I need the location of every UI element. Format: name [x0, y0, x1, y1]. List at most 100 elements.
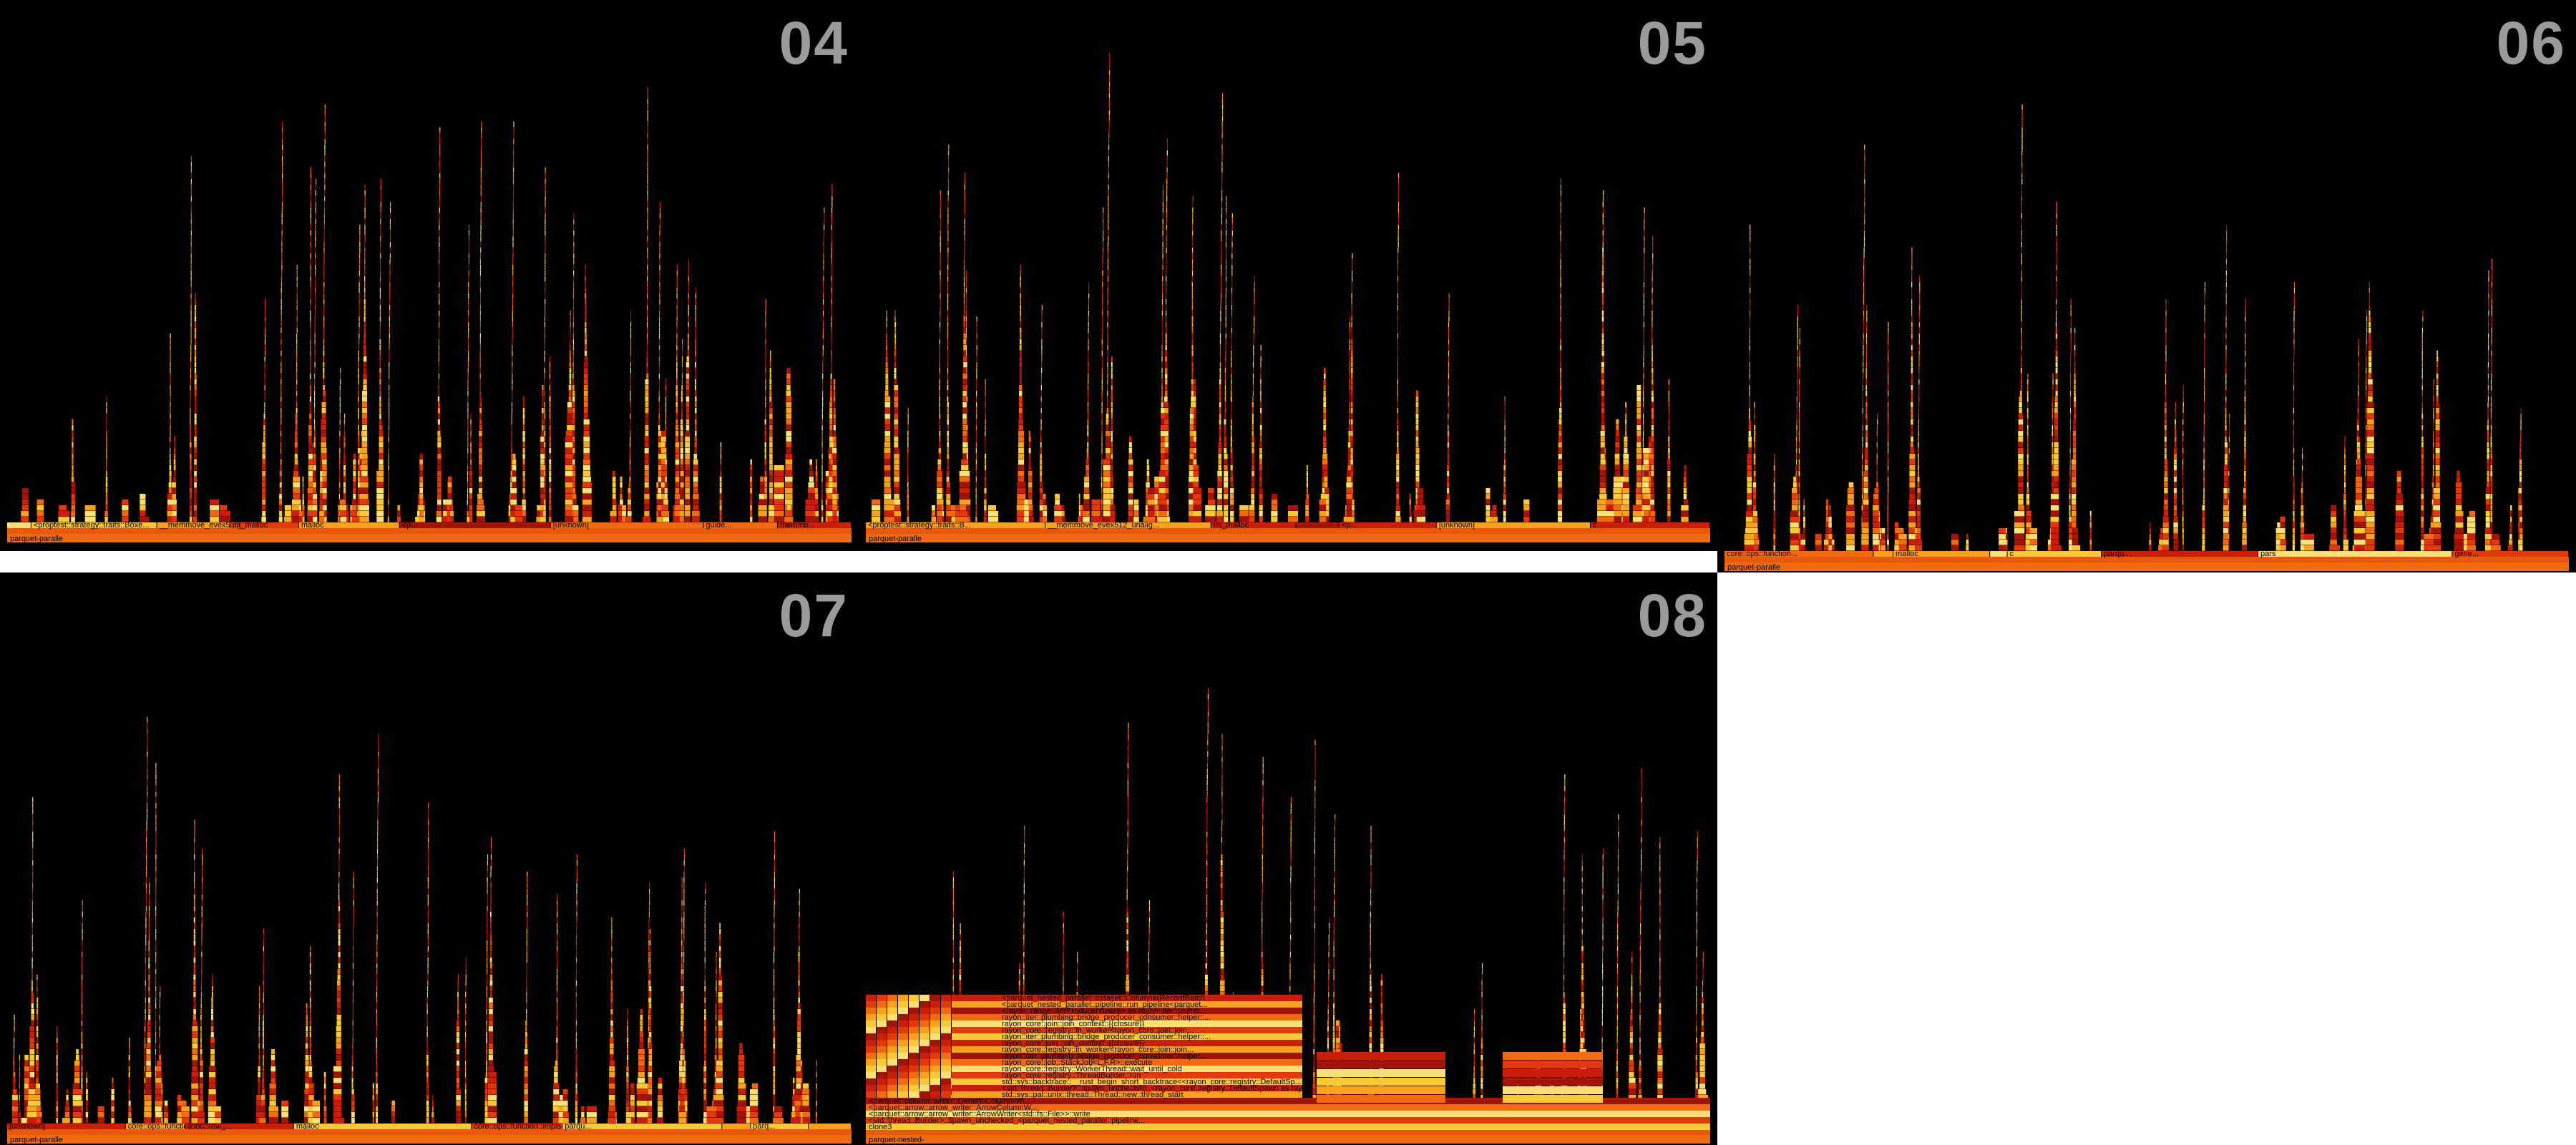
flame-frame: [380, 219, 381, 225]
flame-frame: [480, 162, 482, 167]
flame-frame: [764, 459, 766, 465]
flame-frame: [947, 190, 949, 196]
flame-frame: [1252, 425, 1254, 431]
flame-frame: [565, 454, 573, 459]
flame-frame: [686, 391, 690, 396]
flame-frame: [1397, 219, 1399, 225]
flame-frame: [2014, 534, 2025, 540]
flame-frame: [2487, 448, 2489, 454]
flame-frame: [829, 419, 833, 425]
flame-frame: [567, 425, 572, 431]
flame-frame: [1643, 419, 1644, 425]
flame-frame: [786, 425, 792, 431]
flame-frame: [675, 442, 680, 448]
flame-frame: [1191, 282, 1193, 288]
flame-frame: [310, 345, 311, 351]
flame-frame: [572, 448, 575, 454]
flame-frame: [1323, 402, 1327, 408]
flame-frame: [1191, 402, 1195, 408]
flame-frame: [376, 500, 384, 505]
flame-frame: [1225, 351, 1226, 356]
flame-frame: [939, 437, 941, 442]
flame-frame: [894, 471, 899, 477]
flame-frame: [389, 333, 390, 339]
flame-frame: [189, 471, 192, 477]
flame-frame: [1111, 477, 1114, 482]
flame-frame: [685, 442, 690, 448]
flame-frame: [644, 448, 649, 454]
flame-frame: [470, 414, 472, 419]
flame-frame: [1347, 442, 1351, 448]
flame-frame: [1560, 362, 1562, 368]
flame-frame: [291, 500, 301, 505]
flame-frame: [477, 500, 484, 505]
flame-frame: [2395, 517, 2404, 522]
flame-frame: [1108, 145, 1110, 150]
flame-frame: [947, 362, 949, 368]
flame-frame: [522, 454, 525, 459]
flame-frame: [190, 213, 192, 219]
flame-frame: [647, 173, 648, 179]
flame-frame: [314, 322, 316, 328]
flame-frame: [1091, 511, 1101, 517]
flame-frame: [2021, 173, 2023, 179]
flame-frame: [1219, 374, 1221, 379]
flame-frame: [1221, 139, 1223, 145]
flame-frame: [622, 511, 626, 517]
flame-frame: [965, 368, 967, 374]
flame-frame: [1189, 431, 1195, 437]
flame-frame: [1018, 442, 1024, 448]
flame-frame: [2366, 488, 2374, 494]
flame-frame: [571, 465, 576, 471]
flame-frame: [280, 322, 282, 328]
flame-frame: [1103, 494, 1111, 500]
flame-frame: [21, 500, 29, 505]
flame-frame: [2258, 551, 2452, 557]
flame-frame: [2225, 345, 2227, 351]
flame-frame: [2395, 528, 2404, 534]
flame-frame: [339, 488, 341, 494]
flame-frame: [1322, 471, 1324, 477]
flame-frame: [1846, 540, 1855, 545]
flame-frame: [339, 402, 341, 408]
flame-frame: [1083, 511, 1090, 517]
flame-frame: [396, 517, 401, 522]
flame-frame: [1612, 517, 1622, 522]
flame-frame: [1415, 465, 1420, 471]
flame-frame: [512, 293, 514, 299]
flame-frame: [582, 482, 592, 488]
flame-frame: [1028, 437, 1031, 442]
flame-frame: [976, 356, 977, 362]
flame-frame: [1166, 145, 1169, 150]
flame-frame: [295, 419, 298, 425]
flame-frame: [659, 276, 660, 282]
flame-frame: [190, 333, 192, 339]
flame-frame: [315, 265, 316, 271]
flame-frame: [1448, 391, 1449, 396]
flame-frame: [467, 414, 469, 419]
flame-frame: [314, 385, 316, 391]
flame-frame: [313, 454, 316, 459]
flame-frame: [656, 505, 667, 511]
flame-frame: [572, 454, 575, 459]
flame-frame: [2227, 528, 2230, 534]
flame-frame: [7, 528, 852, 534]
flame-frame: [1447, 448, 1450, 454]
flame-frame: [510, 482, 513, 488]
flame-frame: [323, 374, 325, 379]
flame-frame: [693, 488, 698, 494]
flame-frame: [2018, 500, 2024, 505]
flame-frame: [947, 288, 949, 293]
flame-frame: [585, 288, 586, 293]
flame-frame: [831, 190, 833, 196]
flame-frame: [194, 494, 197, 500]
flame-frame: [1019, 379, 1022, 385]
flame-frame: [1797, 345, 1798, 351]
frame-label: <p...: [1342, 521, 1357, 530]
flame-frame: [680, 500, 684, 505]
flame-frame: [468, 345, 469, 351]
flame-frame: [189, 517, 192, 522]
flame-frame: [1252, 465, 1254, 471]
flame-frame: [1230, 482, 1234, 488]
flame-frame: [695, 402, 697, 408]
